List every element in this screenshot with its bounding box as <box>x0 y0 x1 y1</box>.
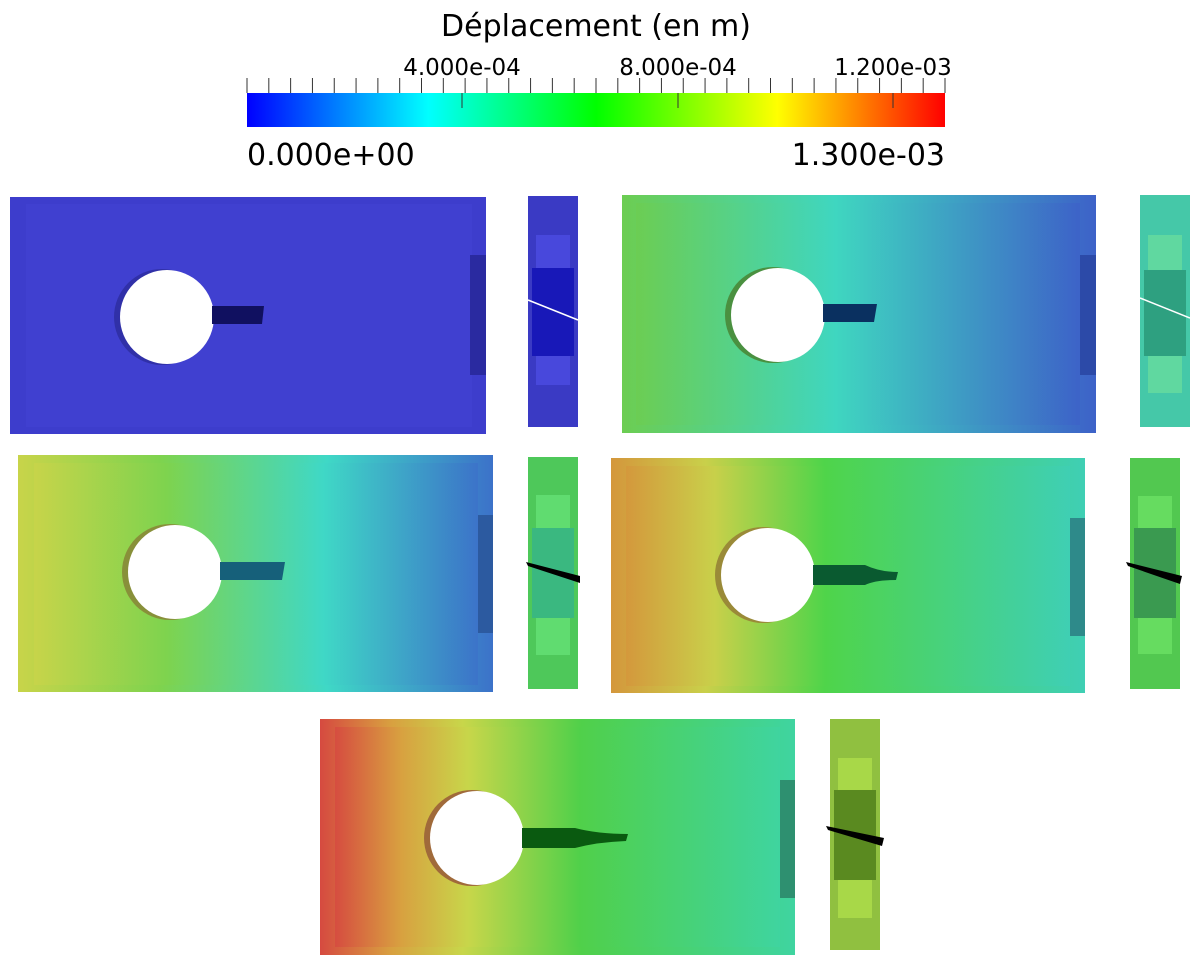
plate <box>622 195 1096 433</box>
side-view <box>826 719 884 950</box>
colorbar-tick-label: 1.200e-03 <box>834 55 952 81</box>
colorbar-tick-label: 4.000e-04 <box>403 55 521 81</box>
side-view <box>1126 458 1182 689</box>
colorbar-min-label: 0.000e+00 <box>247 138 415 173</box>
side-view <box>527 196 579 427</box>
colorbar-tick-label: 8.000e-04 <box>619 55 737 81</box>
colorbar-max-label: 1.300e-03 <box>792 138 945 173</box>
side-view <box>526 457 580 689</box>
colorbar <box>247 93 945 127</box>
side-view <box>1139 195 1190 427</box>
plate <box>320 719 795 955</box>
colorbar-title: Déplacement (en m) <box>441 9 751 44</box>
plate <box>10 197 486 434</box>
plate <box>611 458 1085 693</box>
colorbar-ticks <box>246 78 946 93</box>
plate <box>18 455 493 692</box>
